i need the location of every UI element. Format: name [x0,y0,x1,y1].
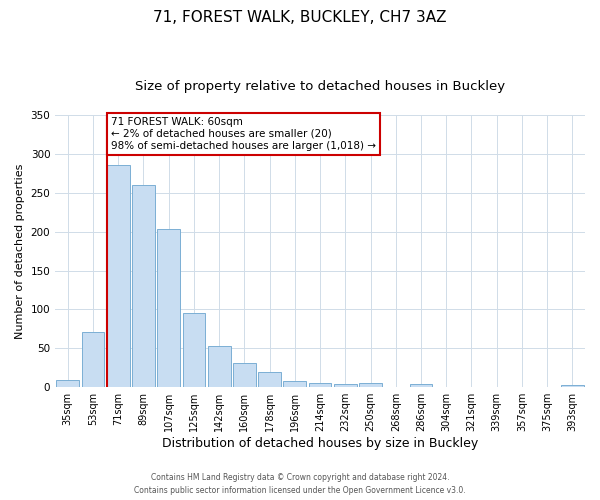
Bar [56,380,79,387]
Title: Size of property relative to detached houses in Buckley: Size of property relative to detached ho… [135,80,505,93]
Text: 71, FOREST WALK, BUCKLEY, CH7 3AZ: 71, FOREST WALK, BUCKLEY, CH7 3AZ [153,10,447,25]
Bar [258,372,281,387]
Bar [182,312,205,387]
Bar [561,385,584,387]
Bar [208,346,230,387]
Bar [334,384,356,387]
Y-axis label: Number of detached properties: Number of detached properties [15,164,25,339]
Bar [157,228,180,387]
Bar [132,185,155,387]
Bar [410,384,433,387]
Bar [233,363,256,387]
Text: Contains HM Land Registry data © Crown copyright and database right 2024.
Contai: Contains HM Land Registry data © Crown c… [134,474,466,495]
X-axis label: Distribution of detached houses by size in Buckley: Distribution of detached houses by size … [162,437,478,450]
Bar [107,165,130,387]
Text: 71 FOREST WALK: 60sqm
← 2% of detached houses are smaller (20)
98% of semi-detac: 71 FOREST WALK: 60sqm ← 2% of detached h… [110,118,376,150]
Bar [359,384,382,387]
Bar [283,381,306,387]
Bar [82,332,104,387]
Bar [309,382,331,387]
